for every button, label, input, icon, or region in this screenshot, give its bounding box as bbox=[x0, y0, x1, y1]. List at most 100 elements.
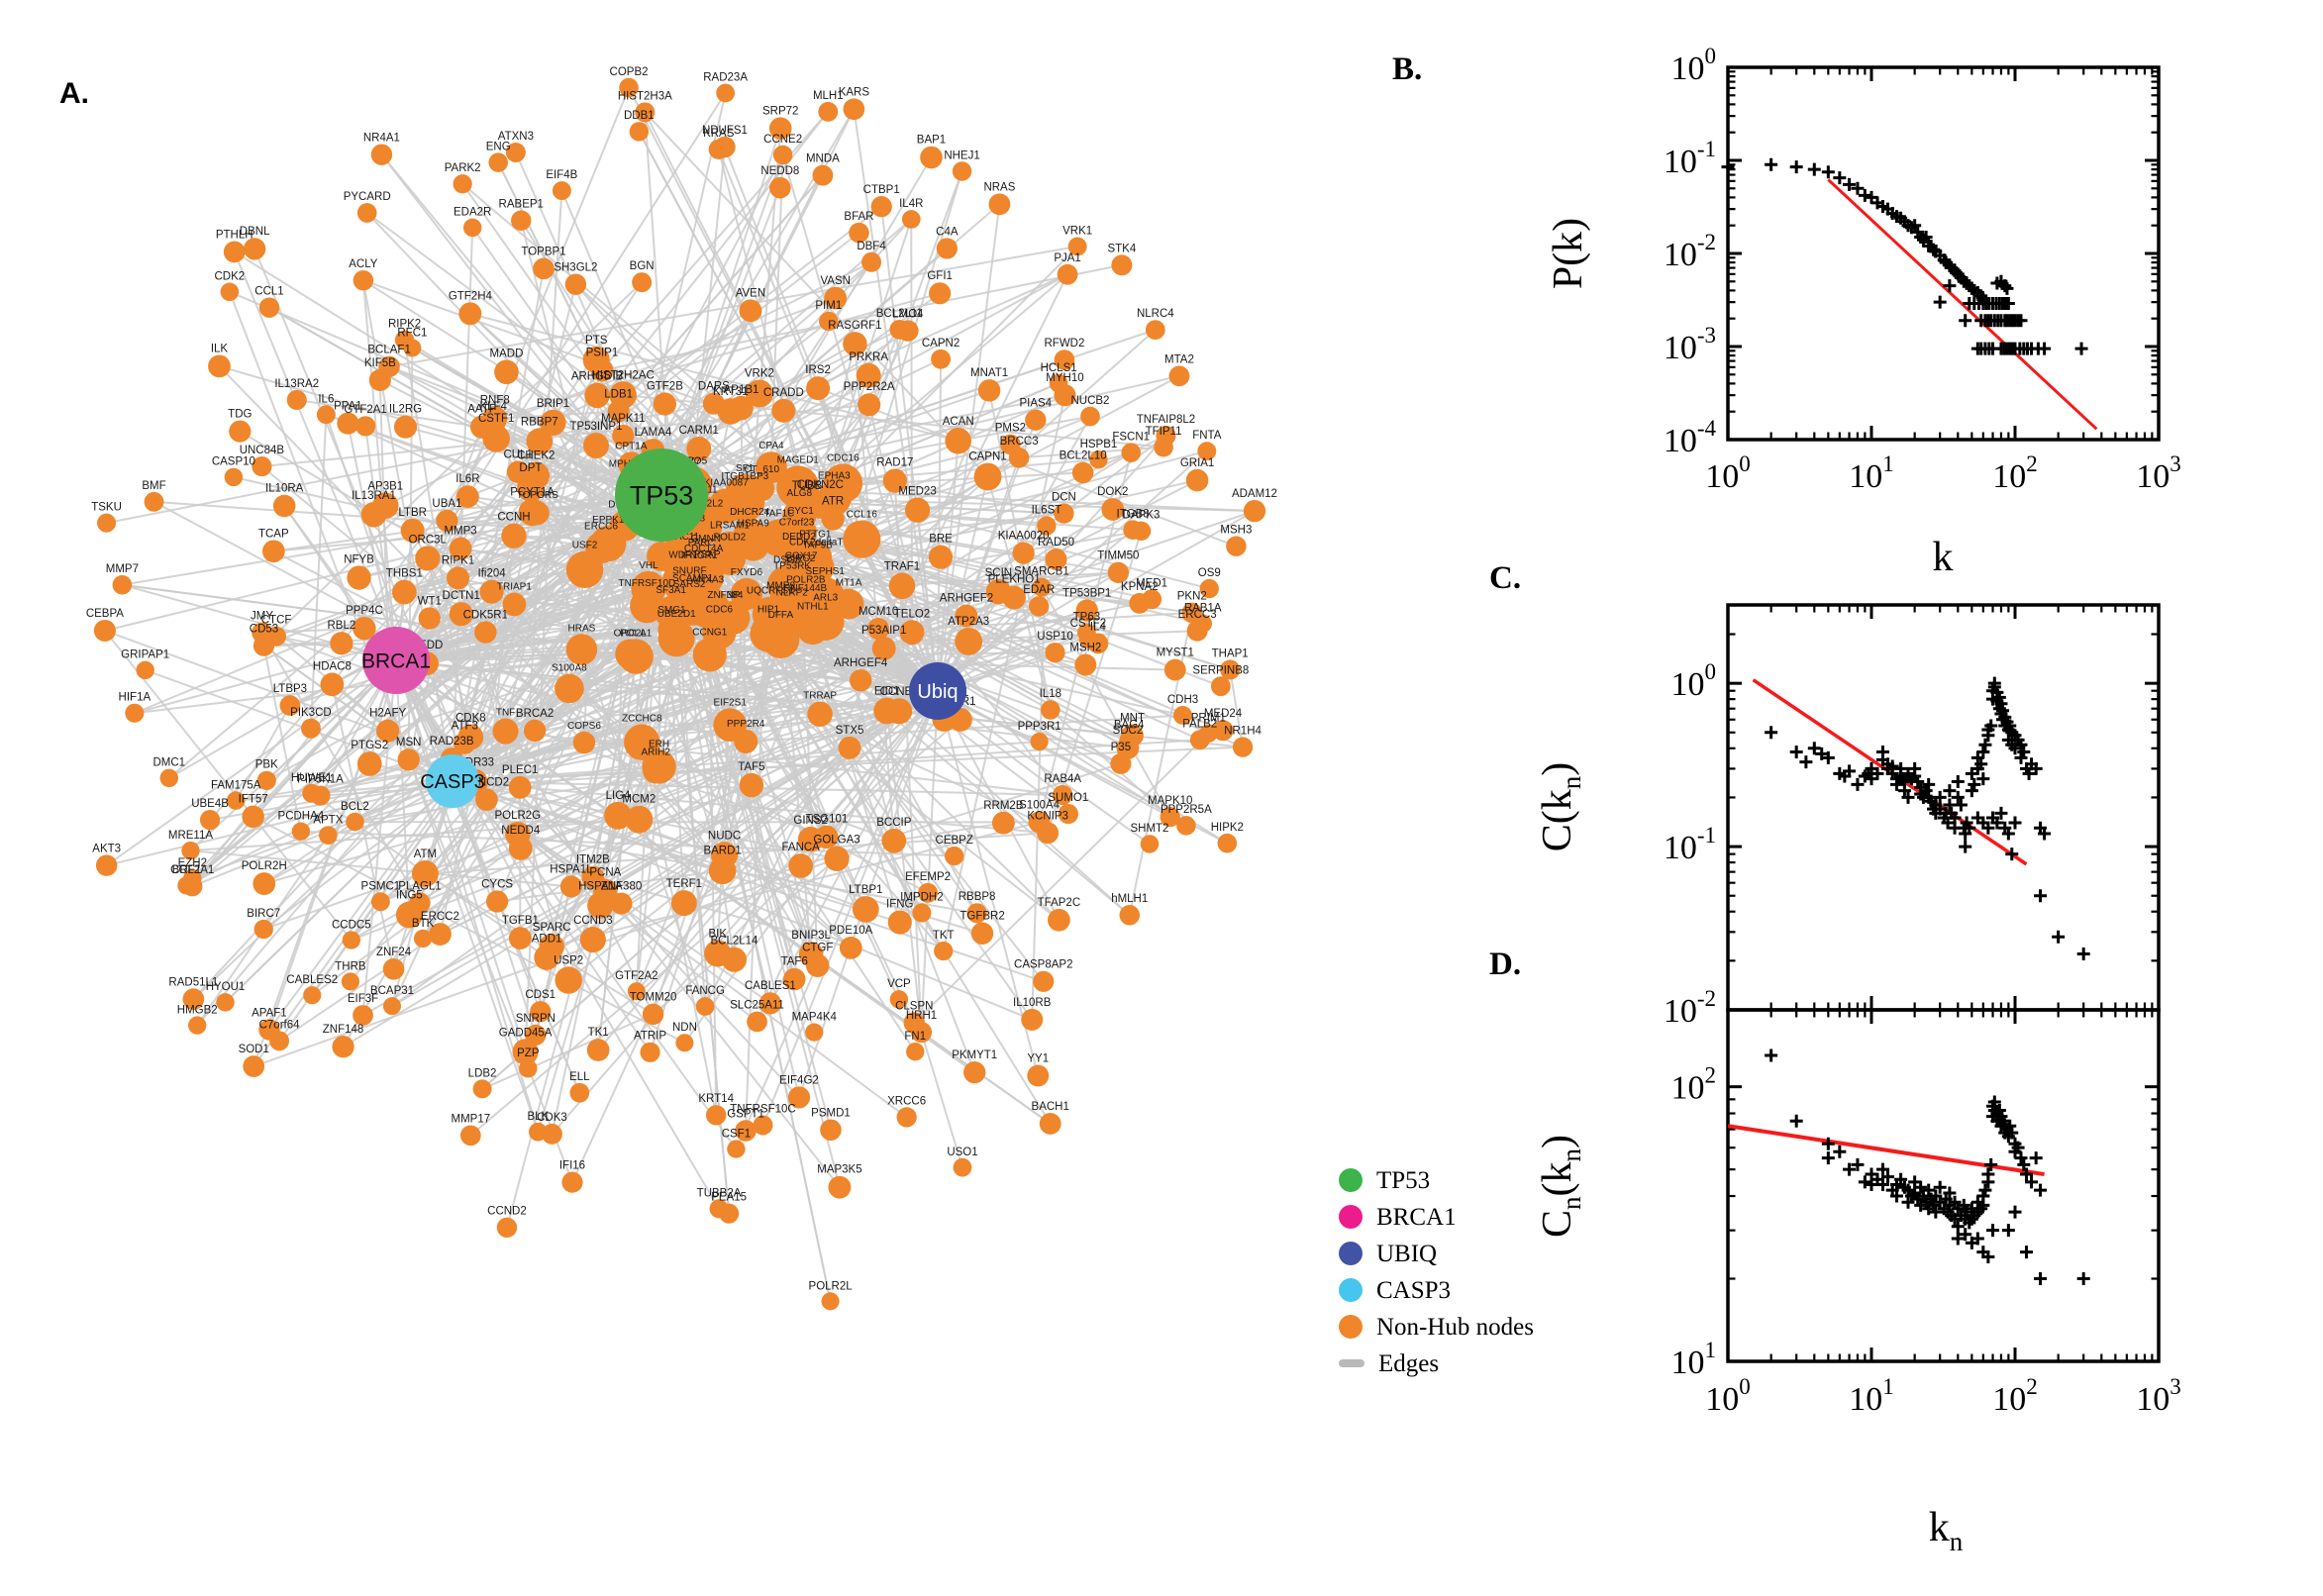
network-node-label: CABLES2 bbox=[286, 974, 338, 986]
axis-tick-label: 101 bbox=[1671, 1338, 1717, 1381]
network-node bbox=[1077, 623, 1096, 643]
network-node bbox=[1027, 1064, 1050, 1087]
network-node-label: IL10RA bbox=[265, 483, 304, 495]
data-point bbox=[1799, 755, 1813, 769]
network-edge bbox=[854, 344, 895, 842]
data-point bbox=[1981, 1167, 1995, 1181]
data-point bbox=[1970, 1232, 1984, 1246]
network-node bbox=[1021, 1008, 1044, 1031]
network-node-label: TP53BP1 bbox=[1062, 587, 1111, 599]
network-node-label: RAD51L1 bbox=[168, 976, 218, 988]
network-node-label: POLD2 bbox=[713, 532, 746, 543]
network-node-label: ATXN3 bbox=[498, 131, 534, 143]
network-node-label: CCNH bbox=[497, 512, 530, 524]
network-node-label: PPP2R5A bbox=[1161, 804, 1212, 816]
network-node bbox=[459, 1125, 481, 1147]
network-edge bbox=[190, 849, 571, 888]
data-point bbox=[2014, 1151, 2028, 1165]
network-node-label: TAF6 bbox=[781, 956, 808, 968]
network-edge bbox=[481, 690, 939, 1090]
network-node bbox=[1154, 437, 1173, 457]
network-node bbox=[1033, 970, 1055, 992]
network-node bbox=[1080, 406, 1100, 427]
network-node-label: BARD1 bbox=[703, 845, 741, 856]
network-node-label: SUMO1 bbox=[1048, 792, 1088, 804]
network-node-label: LMO4 bbox=[892, 308, 924, 320]
network-node-label: PPP2R2A bbox=[844, 381, 895, 393]
network-node-label: PRIM1 bbox=[1191, 713, 1226, 725]
network-node-label: DAPK3 bbox=[1123, 510, 1161, 522]
network-node-label: MED24 bbox=[1204, 708, 1243, 720]
network-node bbox=[970, 922, 994, 945]
network-node bbox=[341, 972, 359, 991]
network-node-label: UBE2D1 bbox=[657, 609, 696, 620]
network-node-label: ATF3 bbox=[452, 721, 478, 733]
network-node bbox=[488, 152, 508, 172]
network-edge bbox=[551, 653, 711, 948]
network-edge bbox=[644, 111, 989, 478]
network-node bbox=[316, 405, 336, 425]
network-node-label: MMP9 bbox=[766, 580, 795, 591]
network-node-label: ERCC3 bbox=[1178, 609, 1217, 621]
network-node-label: BCLAF1 bbox=[367, 345, 410, 356]
network-node-label: COPS6 bbox=[567, 721, 601, 732]
network-edge bbox=[937, 690, 1040, 1076]
network-node bbox=[512, 1039, 539, 1065]
network-legend: TP53 BRCA1 UBIQ CASP3 Non-Hub nodes Edges bbox=[1339, 1166, 1534, 1377]
network-node-label: CTBP1 bbox=[863, 184, 900, 196]
network-node-label: HUWE1 bbox=[291, 772, 333, 784]
network-node bbox=[526, 428, 554, 455]
network-node-label: hMLH1 bbox=[1111, 893, 1148, 905]
data-point bbox=[1954, 798, 1968, 812]
network-node-label: LDB2 bbox=[468, 1067, 497, 1079]
network-node bbox=[199, 810, 221, 831]
network-node bbox=[530, 1001, 552, 1023]
data-point bbox=[2003, 719, 2017, 733]
scatter-points bbox=[1765, 676, 2090, 961]
network-node bbox=[705, 1105, 727, 1126]
network-node bbox=[896, 1107, 917, 1128]
network-node bbox=[1058, 803, 1078, 825]
network-node-label: S100A8 bbox=[552, 663, 587, 674]
network-node bbox=[730, 577, 762, 611]
network-node-label: RIPK2 bbox=[388, 319, 421, 331]
network-node-label: GMNN bbox=[690, 534, 721, 545]
network-node-label: ARHGDIB bbox=[571, 371, 624, 383]
network-node-label: TNFRSF10D bbox=[618, 578, 675, 589]
network-node bbox=[904, 497, 931, 523]
axis-tick-label: 10-2 bbox=[1664, 986, 1716, 1030]
network-node bbox=[159, 768, 179, 788]
network-node bbox=[788, 853, 814, 878]
network-edge bbox=[262, 645, 454, 782]
network-node-label: CDKN2C bbox=[797, 479, 844, 491]
data-point bbox=[2074, 342, 2088, 355]
network-node bbox=[735, 1120, 757, 1142]
network-node bbox=[1226, 536, 1247, 556]
network-node bbox=[394, 330, 415, 350]
network-node-label: ARIH2 bbox=[642, 747, 671, 757]
network-node bbox=[708, 856, 737, 885]
network-node bbox=[216, 993, 235, 1012]
network-node bbox=[395, 901, 423, 929]
network-node bbox=[627, 982, 646, 1001]
network-node-label: MNT bbox=[1120, 712, 1145, 724]
network-node-label: C7orf64 bbox=[259, 1019, 301, 1031]
network-node bbox=[342, 931, 360, 949]
network-node-label: TOPORS bbox=[517, 490, 558, 501]
network-node-label: RFWD2 bbox=[1045, 338, 1085, 349]
network-node-label: VCP bbox=[887, 978, 911, 990]
network-node-label: IL6 bbox=[318, 393, 334, 405]
network-node bbox=[604, 801, 633, 830]
network-node-label: PPP3R1 bbox=[1018, 721, 1061, 733]
network-node-label: HRAS bbox=[568, 623, 596, 634]
network-node-label: LIG4 bbox=[606, 790, 632, 802]
network-node bbox=[899, 620, 925, 646]
network-node bbox=[805, 1023, 824, 1042]
network-node bbox=[1110, 752, 1132, 774]
network-node bbox=[856, 362, 881, 388]
data-point bbox=[1870, 766, 1884, 780]
network-node-label: NRAS bbox=[983, 181, 1015, 193]
network-node-label: LRSAM1 bbox=[710, 521, 750, 532]
network-node bbox=[952, 161, 972, 181]
